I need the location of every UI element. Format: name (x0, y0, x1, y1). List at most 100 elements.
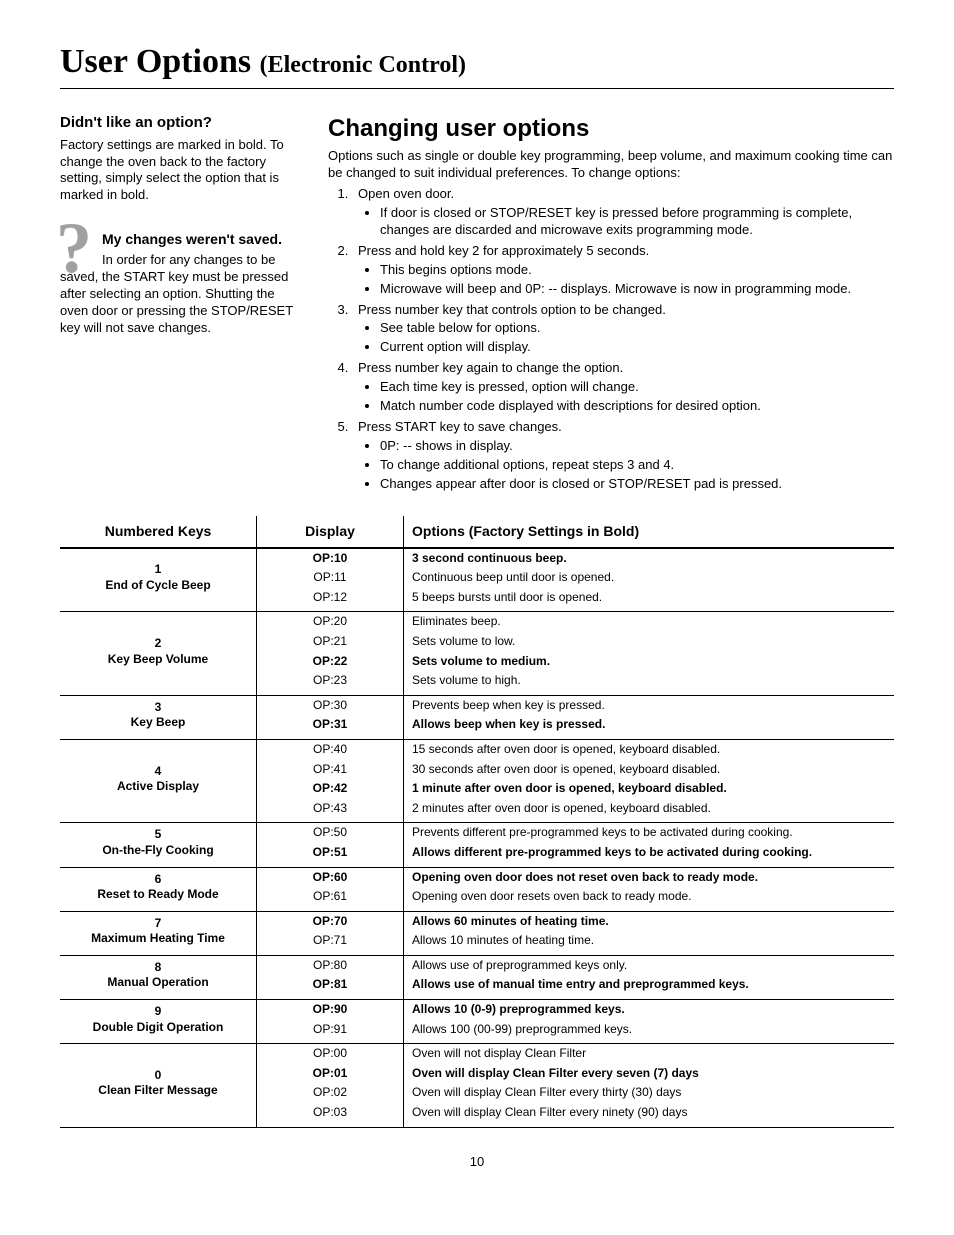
option-cell: Eliminates beep. (404, 612, 895, 632)
key-number: 9 (68, 1004, 248, 1020)
display-cell: OP:11 (257, 568, 404, 588)
main-intro: Options such as single or double key pro… (328, 148, 894, 182)
option-cell: 5 beeps bursts until door is opened. (404, 588, 895, 608)
table-row: 1End of Cycle BeepOP:103 second continuo… (60, 548, 894, 569)
display-cell: OP:43 (257, 799, 404, 819)
display-cell: OP:80 (257, 955, 404, 975)
step-item: Open oven door. If door is closed or STOP… (352, 186, 894, 239)
tip-heading: My changes weren't saved. (102, 230, 300, 248)
option-cell: Continuous beep until door is opened. (404, 568, 895, 588)
step-subitem: Microwave will beep and 0P: -- displays.… (380, 281, 894, 298)
option-cell: Allows different pre-programmed keys to … (404, 843, 895, 863)
option-cell: 30 seconds after oven door is opened, ke… (404, 760, 895, 780)
display-cell: OP:60 (257, 867, 404, 887)
table-row: 4Active DisplayOP:4015 seconds after ove… (60, 739, 894, 759)
display-cell: OP:90 (257, 1000, 404, 1020)
table-row: 7Maximum Heating TimeOP:70Allows 60 minu… (60, 911, 894, 931)
key-name: Reset to Ready Mode (68, 887, 248, 903)
step-item: Press number key again to change the opt… (352, 360, 894, 415)
options-table: Numbered Keys Display Options (Factory S… (60, 516, 894, 1127)
step-subitem: This begins options mode. (380, 262, 894, 279)
page-title: User Options (Electronic Control) (60, 40, 894, 84)
step-sublist: 0P: -- shows in display.To change additi… (358, 438, 894, 493)
tip-block: ? My changes weren't saved. In order for… (60, 230, 300, 337)
option-cell: 1 minute after oven door is opened, keyb… (404, 779, 895, 799)
display-cell: OP:20 (257, 612, 404, 632)
key-name: On-the-Fly Cooking (68, 843, 248, 859)
step-subitem: If door is closed or STOP/RESET key is p… (380, 205, 894, 239)
key-cell: 8Manual Operation (60, 955, 257, 995)
step-subitem: Current option will display. (380, 339, 894, 356)
option-cell: Oven will display Clean Filter every thi… (404, 1083, 895, 1103)
steps-list: Open oven door. If door is closed or STOP… (328, 186, 894, 492)
display-cell: OP:30 (257, 695, 404, 715)
option-cell: Allows 60 minutes of heating time. (404, 911, 895, 931)
separator-row (60, 1123, 894, 1128)
key-number: 6 (68, 872, 248, 888)
didnt-like-heading: Didn't like an option? (60, 113, 300, 133)
title-main: User Options (60, 43, 251, 80)
sidebar: Didn't like an option? Factory settings … (60, 113, 300, 496)
key-cell: 0Clean Filter Message (60, 1044, 257, 1123)
display-cell: OP:81 (257, 975, 404, 995)
step-text: Open oven door. (358, 186, 454, 201)
step-item: Press START key to save changes. 0P: -- s… (352, 419, 894, 493)
main-content: Changing user options Options such as si… (328, 113, 894, 496)
option-cell: Opening oven door does not reset oven ba… (404, 867, 895, 887)
key-cell: 5On-the-Fly Cooking (60, 823, 257, 863)
display-cell: OP:42 (257, 779, 404, 799)
display-cell: OP:41 (257, 760, 404, 780)
option-cell: Oven will display Clean Filter every sev… (404, 1064, 895, 1084)
display-cell: OP:40 (257, 739, 404, 759)
key-name: End of Cycle Beep (68, 578, 248, 594)
step-subitem: See table below for options. (380, 320, 894, 337)
display-cell: OP:02 (257, 1083, 404, 1103)
key-number: 2 (68, 636, 248, 652)
key-number: 5 (68, 827, 248, 843)
step-sublist: If door is closed or STOP/RESET key is p… (358, 205, 894, 239)
display-cell: OP:03 (257, 1103, 404, 1123)
key-cell: 2Key Beep Volume (60, 612, 257, 691)
option-cell: Allows 10 (0-9) preprogrammed keys. (404, 1000, 895, 1020)
key-name: Active Display (68, 779, 248, 795)
table-row: 2Key Beep VolumeOP:20Eliminates beep. (60, 612, 894, 632)
step-sublist: See table below for options. Current opti… (358, 320, 894, 356)
step-item: Press and hold key 2 for approximately 5… (352, 243, 894, 298)
step-text: Press START key to save changes. (358, 419, 562, 434)
key-cell: 7Maximum Heating Time (60, 911, 257, 951)
step-subitem: Each time key is pressed, option will ch… (380, 379, 894, 396)
option-cell: 3 second continuous beep. (404, 548, 895, 569)
option-cell: Sets volume to medium. (404, 652, 895, 672)
display-cell: OP:12 (257, 588, 404, 608)
option-cell: Allows use of preprogrammed keys only. (404, 955, 895, 975)
option-cell: Allows use of manual time entry and prep… (404, 975, 895, 995)
option-cell: Allows 100 (00-99) preprogrammed keys. (404, 1020, 895, 1040)
display-cell: OP:71 (257, 931, 404, 951)
option-cell: Oven will not display Clean Filter (404, 1044, 895, 1064)
title-rule (60, 88, 894, 89)
display-cell: OP:01 (257, 1064, 404, 1084)
step-subitem: To change additional options, repeat ste… (380, 457, 894, 474)
display-cell: OP:50 (257, 823, 404, 843)
key-name: Key Beep Volume (68, 652, 248, 668)
step-subitem: Match number code displayed with descrip… (380, 398, 894, 415)
option-cell: Sets volume to high. (404, 671, 895, 691)
step-sublist: Each time key is pressed, option will ch… (358, 379, 894, 415)
option-cell: 15 seconds after oven door is opened, ke… (404, 739, 895, 759)
option-cell: Allows 10 minutes of heating time. (404, 931, 895, 951)
table-row: 0Clean Filter MessageOP:00Oven will not … (60, 1044, 894, 1064)
key-cell: 9Double Digit Operation (60, 1000, 257, 1040)
step-text: Press number key that controls option to… (358, 302, 666, 317)
title-sub: (Electronic Control) (260, 52, 466, 78)
key-number: 8 (68, 960, 248, 976)
key-name: Double Digit Operation (68, 1020, 248, 1036)
tip-body: In order for any changes to be saved, th… (60, 252, 300, 336)
table-row: 5On-the-Fly CookingOP:50Prevents differe… (60, 823, 894, 843)
key-number: 7 (68, 916, 248, 932)
table-row: 8Manual OperationOP:80Allows use of prep… (60, 955, 894, 975)
key-name: Key Beep (68, 715, 248, 731)
option-cell: Prevents beep when key is pressed. (404, 695, 895, 715)
display-cell: OP:23 (257, 671, 404, 691)
option-cell: 2 minutes after oven door is opened, key… (404, 799, 895, 819)
table-row: 6Reset to Ready ModeOP:60Opening oven do… (60, 867, 894, 887)
